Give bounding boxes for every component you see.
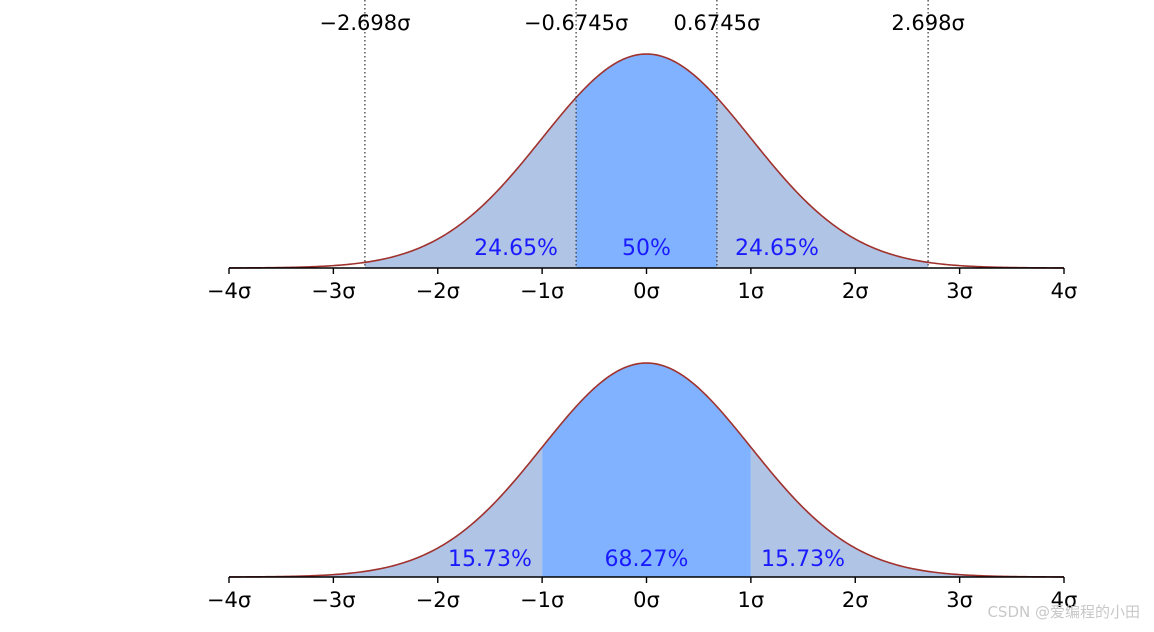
x-tick-label-2-4: −1σ — [520, 588, 564, 612]
density-curve-1 — [228, 53, 1065, 269]
percent-label-1-1: 24.65% — [474, 236, 558, 261]
percent-label-2-3: 15.73% — [761, 547, 845, 572]
x-tick-label-2-7: 2σ — [842, 588, 869, 612]
x-tick-label-1-9: 4σ — [1051, 279, 1078, 303]
percent-label-1-3: 24.65% — [735, 236, 819, 261]
x-tick-label-2-9: 4σ — [1051, 588, 1078, 612]
x-tick-label-1-3: −2σ — [416, 279, 460, 303]
density-curve-2 — [228, 362, 1065, 578]
x-tick-label-1-2: −3σ — [311, 279, 355, 303]
x-tick-label-2-2: −3σ — [311, 588, 355, 612]
guide-label-1-2: −0.6745σ — [524, 11, 628, 35]
x-tick-label-2-6: 1σ — [738, 588, 765, 612]
x-tick-label-2-5: 0σ — [633, 588, 660, 612]
region-fill-1-3 — [716, 97, 929, 268]
x-tick-label-1-1: −4σ — [207, 279, 251, 303]
x-tick-label-2-8: 3σ — [946, 588, 973, 612]
x-tick-label-1-7: 2σ — [842, 279, 869, 303]
x-tick-label-2-3: −2σ — [416, 588, 460, 612]
percent-label-2-1: 15.73% — [448, 547, 532, 572]
region-fill-2-1 — [229, 447, 543, 577]
region-fill-1-2 — [576, 54, 717, 268]
region-fill-2-2 — [542, 363, 751, 577]
region-fill-1-1 — [364, 97, 577, 268]
x-tick-label-2-1: −4σ — [207, 588, 251, 612]
watermark-text: CSDN @爱编程的小田 — [987, 603, 1140, 621]
region-fill-2-3 — [750, 447, 1064, 577]
x-tick-label-1-8: 3σ — [946, 279, 973, 303]
x-tick-label-1-4: −1σ — [520, 279, 564, 303]
guide-label-1-3: 0.6745σ — [674, 11, 761, 35]
guide-label-1-1: −2.698σ — [319, 11, 410, 35]
guide-label-1-4: 2.698σ — [891, 11, 964, 35]
percent-label-2-2: 68.27% — [605, 547, 689, 572]
x-tick-label-1-6: 1σ — [738, 279, 765, 303]
percent-label-1-2: 50% — [622, 236, 671, 261]
x-tick-label-1-5: 0σ — [633, 279, 660, 303]
